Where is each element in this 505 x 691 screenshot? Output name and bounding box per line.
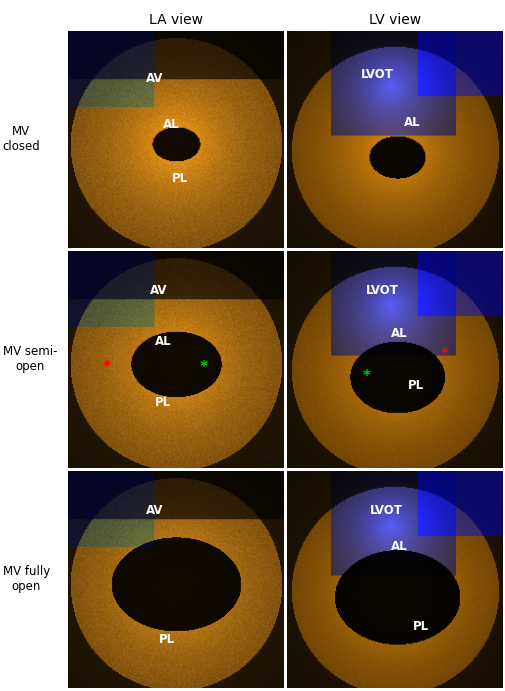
Text: PL: PL bbox=[409, 379, 425, 392]
Text: *: * bbox=[440, 348, 448, 363]
Text: *: * bbox=[103, 361, 111, 375]
Text: PL: PL bbox=[159, 634, 175, 646]
Text: *: * bbox=[363, 369, 371, 384]
Text: MV fully
open: MV fully open bbox=[3, 565, 50, 594]
Text: AV: AV bbox=[145, 504, 163, 516]
Text: PL: PL bbox=[155, 396, 171, 409]
Text: LVOT: LVOT bbox=[361, 68, 394, 81]
Text: AV: AV bbox=[150, 283, 167, 296]
Text: *: * bbox=[199, 361, 208, 375]
Text: LA view: LA view bbox=[149, 13, 203, 27]
Text: LVOT: LVOT bbox=[370, 504, 403, 516]
Text: LVOT: LVOT bbox=[366, 283, 398, 296]
Text: AL: AL bbox=[155, 336, 171, 348]
Text: AV: AV bbox=[145, 73, 163, 85]
Text: MV
closed: MV closed bbox=[3, 125, 40, 153]
Text: AL: AL bbox=[391, 540, 408, 553]
Text: PL: PL bbox=[172, 172, 188, 184]
Text: AL: AL bbox=[163, 117, 180, 131]
Text: AL: AL bbox=[391, 327, 408, 340]
Text: LV view: LV view bbox=[369, 13, 421, 27]
Text: PL: PL bbox=[413, 621, 429, 634]
Text: AL: AL bbox=[404, 115, 421, 129]
Text: MV semi-
open: MV semi- open bbox=[3, 346, 57, 373]
